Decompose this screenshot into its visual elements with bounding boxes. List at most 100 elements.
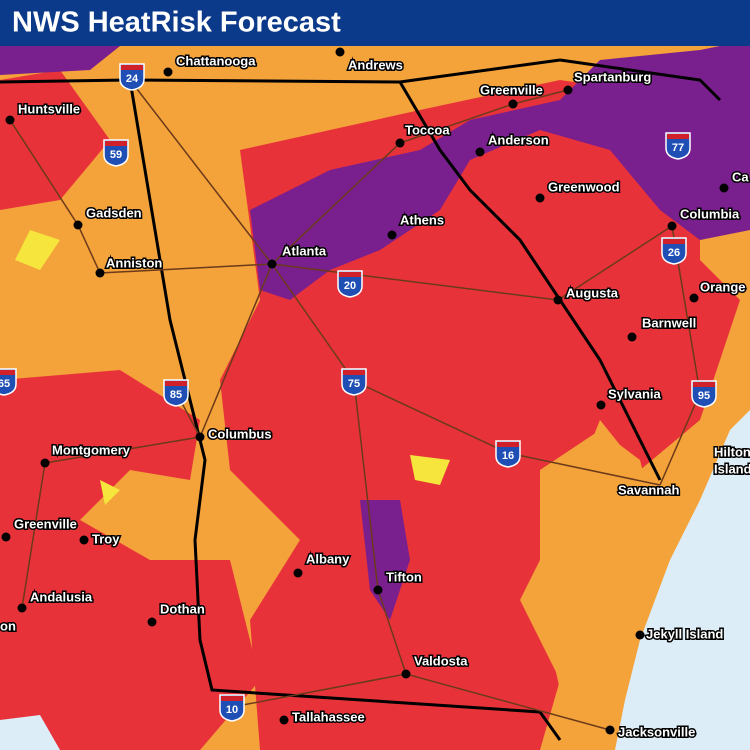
interstate-number: 10 <box>226 704 238 716</box>
interstate-shield <box>119 63 145 91</box>
city-dot <box>719 183 729 193</box>
interstate-shield-top <box>343 370 365 375</box>
city-dot <box>1 532 11 542</box>
interstate-shield-top <box>339 272 361 277</box>
city-label: Montgomery <box>52 442 131 457</box>
city-label: Athens <box>400 212 444 227</box>
interstate-shield-top <box>105 141 127 146</box>
city-label: Troy <box>92 531 120 546</box>
interstate-shield <box>661 237 687 265</box>
city-label: Savannah <box>618 482 679 497</box>
interstate-number: 59 <box>110 149 122 161</box>
interstate-shield <box>337 270 363 298</box>
interstate-shield-top <box>121 65 143 70</box>
interstate-number: 77 <box>672 142 684 154</box>
city-dot <box>163 67 173 77</box>
city-label: Huntsville <box>18 101 80 116</box>
city-dot <box>79 535 89 545</box>
city-label: Toccoa <box>405 122 450 137</box>
city-label: Greenville <box>480 82 543 97</box>
interstate-shield <box>341 368 367 396</box>
region-major <box>0 70 260 750</box>
interstate-shield-top <box>0 370 15 375</box>
city-dot <box>667 221 677 231</box>
interstate-shield-top <box>221 696 243 701</box>
city-label: Andalusia <box>30 589 93 604</box>
city-label: Spartanburg <box>574 69 651 84</box>
city-label: Jekyll Island <box>646 626 723 641</box>
interstate-number: 26 <box>668 247 680 259</box>
city-label: Gadsden <box>86 205 142 220</box>
interstate-shield-top <box>693 382 715 387</box>
interstate-shield <box>219 694 245 722</box>
city-label: Tallahassee <box>292 709 365 724</box>
interstate-shield <box>691 380 717 408</box>
city-label: Anderson <box>488 132 549 147</box>
interstate-shield <box>665 132 691 160</box>
title: NWS HeatRisk Forecast <box>12 7 341 39</box>
city-dot <box>475 147 485 157</box>
city-label: Chattanooga <box>176 53 256 68</box>
city-dot <box>689 293 699 303</box>
city-dot <box>596 400 606 410</box>
interstate-shield <box>163 379 189 407</box>
state-border <box>128 58 722 741</box>
city-label: Orange <box>700 279 746 294</box>
city-dot <box>387 230 397 240</box>
city-label: Andrews <box>348 57 403 72</box>
region-minor <box>540 430 660 700</box>
city-label: Ca <box>732 169 749 184</box>
interstate-number: 20 <box>344 280 356 292</box>
interstate-shield <box>0 368 17 396</box>
city-label: Columbia <box>680 206 740 221</box>
city-dot <box>635 630 645 640</box>
city-dot <box>563 85 573 95</box>
city-dot <box>535 193 545 203</box>
city-dot <box>267 259 277 269</box>
city-label: Albany <box>306 551 350 566</box>
city-label: on <box>0 618 16 633</box>
interstate-number: 95 <box>698 390 710 402</box>
interstate-number: 85 <box>170 389 182 401</box>
interstate-shield <box>103 139 129 167</box>
region-extreme <box>0 46 410 620</box>
city-label: Jacksonville <box>618 724 695 739</box>
title-bar <box>0 0 750 46</box>
city-dot <box>401 669 411 679</box>
city-dot <box>195 432 205 442</box>
gulf <box>0 715 60 750</box>
state-border <box>0 58 662 481</box>
interstate-shield-top <box>165 381 187 386</box>
ocean <box>615 410 750 750</box>
interstate-number: 16 <box>502 450 514 462</box>
city-label: Atlanta <box>282 243 327 258</box>
interstate-shield-top <box>497 442 519 447</box>
city-label: Sylvania <box>608 386 662 401</box>
city-label: Hilton <box>714 444 750 459</box>
city-label: Barnwell <box>642 315 696 330</box>
city-label: Augusta <box>566 285 619 300</box>
city-label: Island <box>714 461 750 476</box>
interstate-shield-top <box>667 134 689 139</box>
city-label: Anniston <box>106 255 162 270</box>
city-dot <box>279 715 289 725</box>
city-dot <box>508 99 518 109</box>
city-label: Tifton <box>386 569 422 584</box>
interstate-number: 65 <box>0 378 10 390</box>
city-dot <box>73 220 83 230</box>
interstate-shield <box>495 440 521 468</box>
interstate-number: 24 <box>126 73 139 85</box>
city-dot <box>40 458 50 468</box>
city-dot <box>335 47 345 57</box>
interstate-shield-top <box>663 239 685 244</box>
city-label: Greenville <box>14 516 77 531</box>
city-label: Greenwood <box>548 179 620 194</box>
city-dot <box>627 332 637 342</box>
city-dot <box>293 568 303 578</box>
city-label: Valdosta <box>414 653 468 668</box>
city-label: Columbus <box>208 426 272 441</box>
city-dot <box>605 725 615 735</box>
city-dot <box>395 138 405 148</box>
city-dot <box>147 617 157 627</box>
